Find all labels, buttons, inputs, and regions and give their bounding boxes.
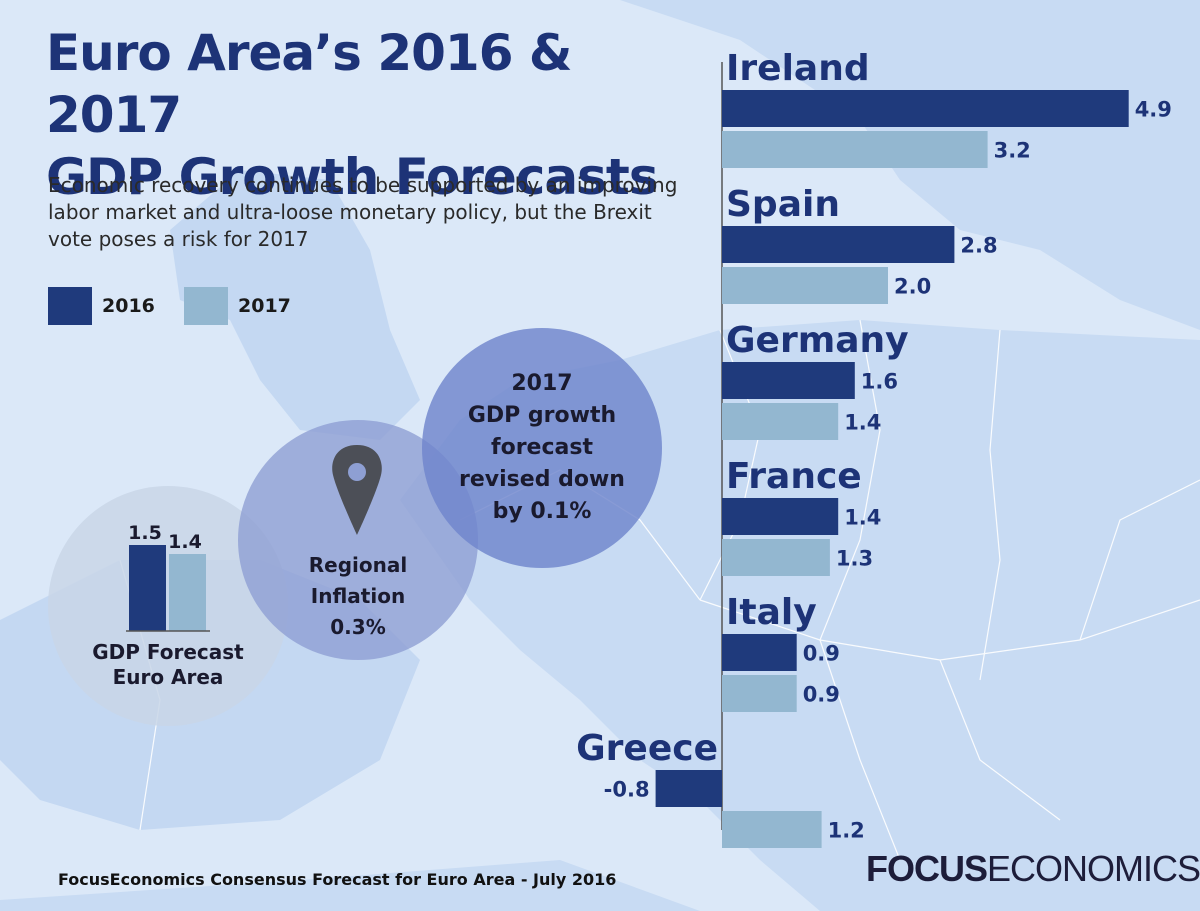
legend-swatch-2016: [48, 287, 92, 325]
category-label-greece: Greece: [576, 728, 718, 769]
mini-value-2016: 1.5: [128, 522, 162, 544]
bar-ireland-2016: [722, 90, 1129, 127]
title-line-2: GDP Growth Forecasts: [46, 148, 659, 206]
revision-label: 2017 GDP growth forecast revised down by…: [432, 368, 652, 528]
category-label-france: France: [726, 456, 862, 497]
revision-line-3: forecast: [491, 435, 593, 460]
gdp-forecast-line-2: Euro Area: [112, 665, 224, 689]
gdp-forecast-line-1: GDP Forecast: [92, 640, 244, 664]
page-title: Euro Area’s 2016 & 2017 GDP Growth Forec…: [46, 22, 706, 208]
revision-line-1: 2017: [511, 371, 573, 396]
legend-item-2017: 2017: [184, 287, 291, 325]
mini-bar-2016: [129, 545, 166, 631]
source-note: FocusEconomics Consensus Forecast for Eu…: [58, 870, 617, 889]
subtitle: Economic recovery continues to be suppor…: [48, 173, 678, 251]
inflation-line-2: Inflation: [310, 584, 406, 608]
value-label-france-2017: 1.3: [836, 547, 873, 571]
value-label-germany-2016: 1.6: [861, 370, 898, 394]
inflation-line-1: Regional: [308, 553, 408, 577]
bar-france-2016: [722, 498, 839, 535]
mini-bar-2017: [169, 554, 206, 631]
revision-line-5: by 0.1%: [492, 499, 592, 524]
legend-swatch-2017: [184, 287, 228, 325]
value-label-germany-2017: 1.4: [844, 411, 881, 435]
bar-greece-2016: [655, 770, 722, 807]
inflation-label: Regional Inflation 0.3%: [280, 550, 436, 643]
legend-label-2016: 2016: [102, 295, 155, 317]
brand-logo: FOCUSECONOMICS: [866, 848, 1200, 890]
bar-spain-2017: [722, 267, 888, 304]
revision-line-2: GDP growth: [467, 403, 617, 428]
value-label-greece-2016: -0.8: [604, 778, 650, 802]
bar-germany-2016: [722, 362, 855, 399]
gdp-forecast-label: GDP Forecast Euro Area: [68, 640, 268, 690]
bar-spain-2016: [722, 226, 955, 263]
revision-line-4: revised down: [459, 467, 625, 492]
value-label-italy-2017: 0.9: [803, 683, 840, 707]
inflation-value: 0.3%: [330, 615, 386, 639]
land-uk: [170, 170, 420, 440]
mini-value-2017: 1.4: [168, 531, 202, 553]
value-label-spain-2017: 2.0: [894, 275, 931, 299]
brand-light: ECONOMICS: [987, 848, 1200, 889]
legend-item-2016: 2016: [48, 287, 155, 325]
value-label-france-2016: 1.4: [844, 506, 881, 530]
bar-italy-2016: [722, 634, 797, 671]
bubble-inflation: [238, 420, 478, 660]
title-line-1: Euro Area’s 2016 & 2017: [46, 24, 573, 144]
category-label-italy: Italy: [726, 592, 817, 633]
legend-label-2017: 2017: [238, 295, 291, 317]
bar-germany-2017: [722, 403, 839, 440]
value-label-greece-2017: 1.2: [828, 819, 865, 843]
bar-france-2017: [722, 539, 830, 576]
bubble-revision: [422, 328, 662, 568]
land-north-africa: [0, 860, 700, 911]
category-label-germany: Germany: [726, 320, 909, 361]
brand-bold: FOCUS: [866, 848, 988, 889]
bar-ireland-2017: [722, 131, 988, 168]
value-label-spain-2016: 2.8: [960, 234, 997, 258]
bar-italy-2017: [722, 675, 797, 712]
bar-greece-2017: [722, 811, 822, 848]
map-pin-icon: [332, 445, 382, 535]
value-label-ireland-2016: 4.9: [1135, 98, 1172, 122]
category-label-spain: Spain: [726, 184, 840, 225]
bubble-gdp-euro-area: [48, 486, 288, 726]
value-label-italy-2016: 0.9: [803, 642, 840, 666]
value-label-ireland-2017: 3.2: [994, 139, 1031, 163]
category-label-ireland: Ireland: [726, 48, 870, 89]
